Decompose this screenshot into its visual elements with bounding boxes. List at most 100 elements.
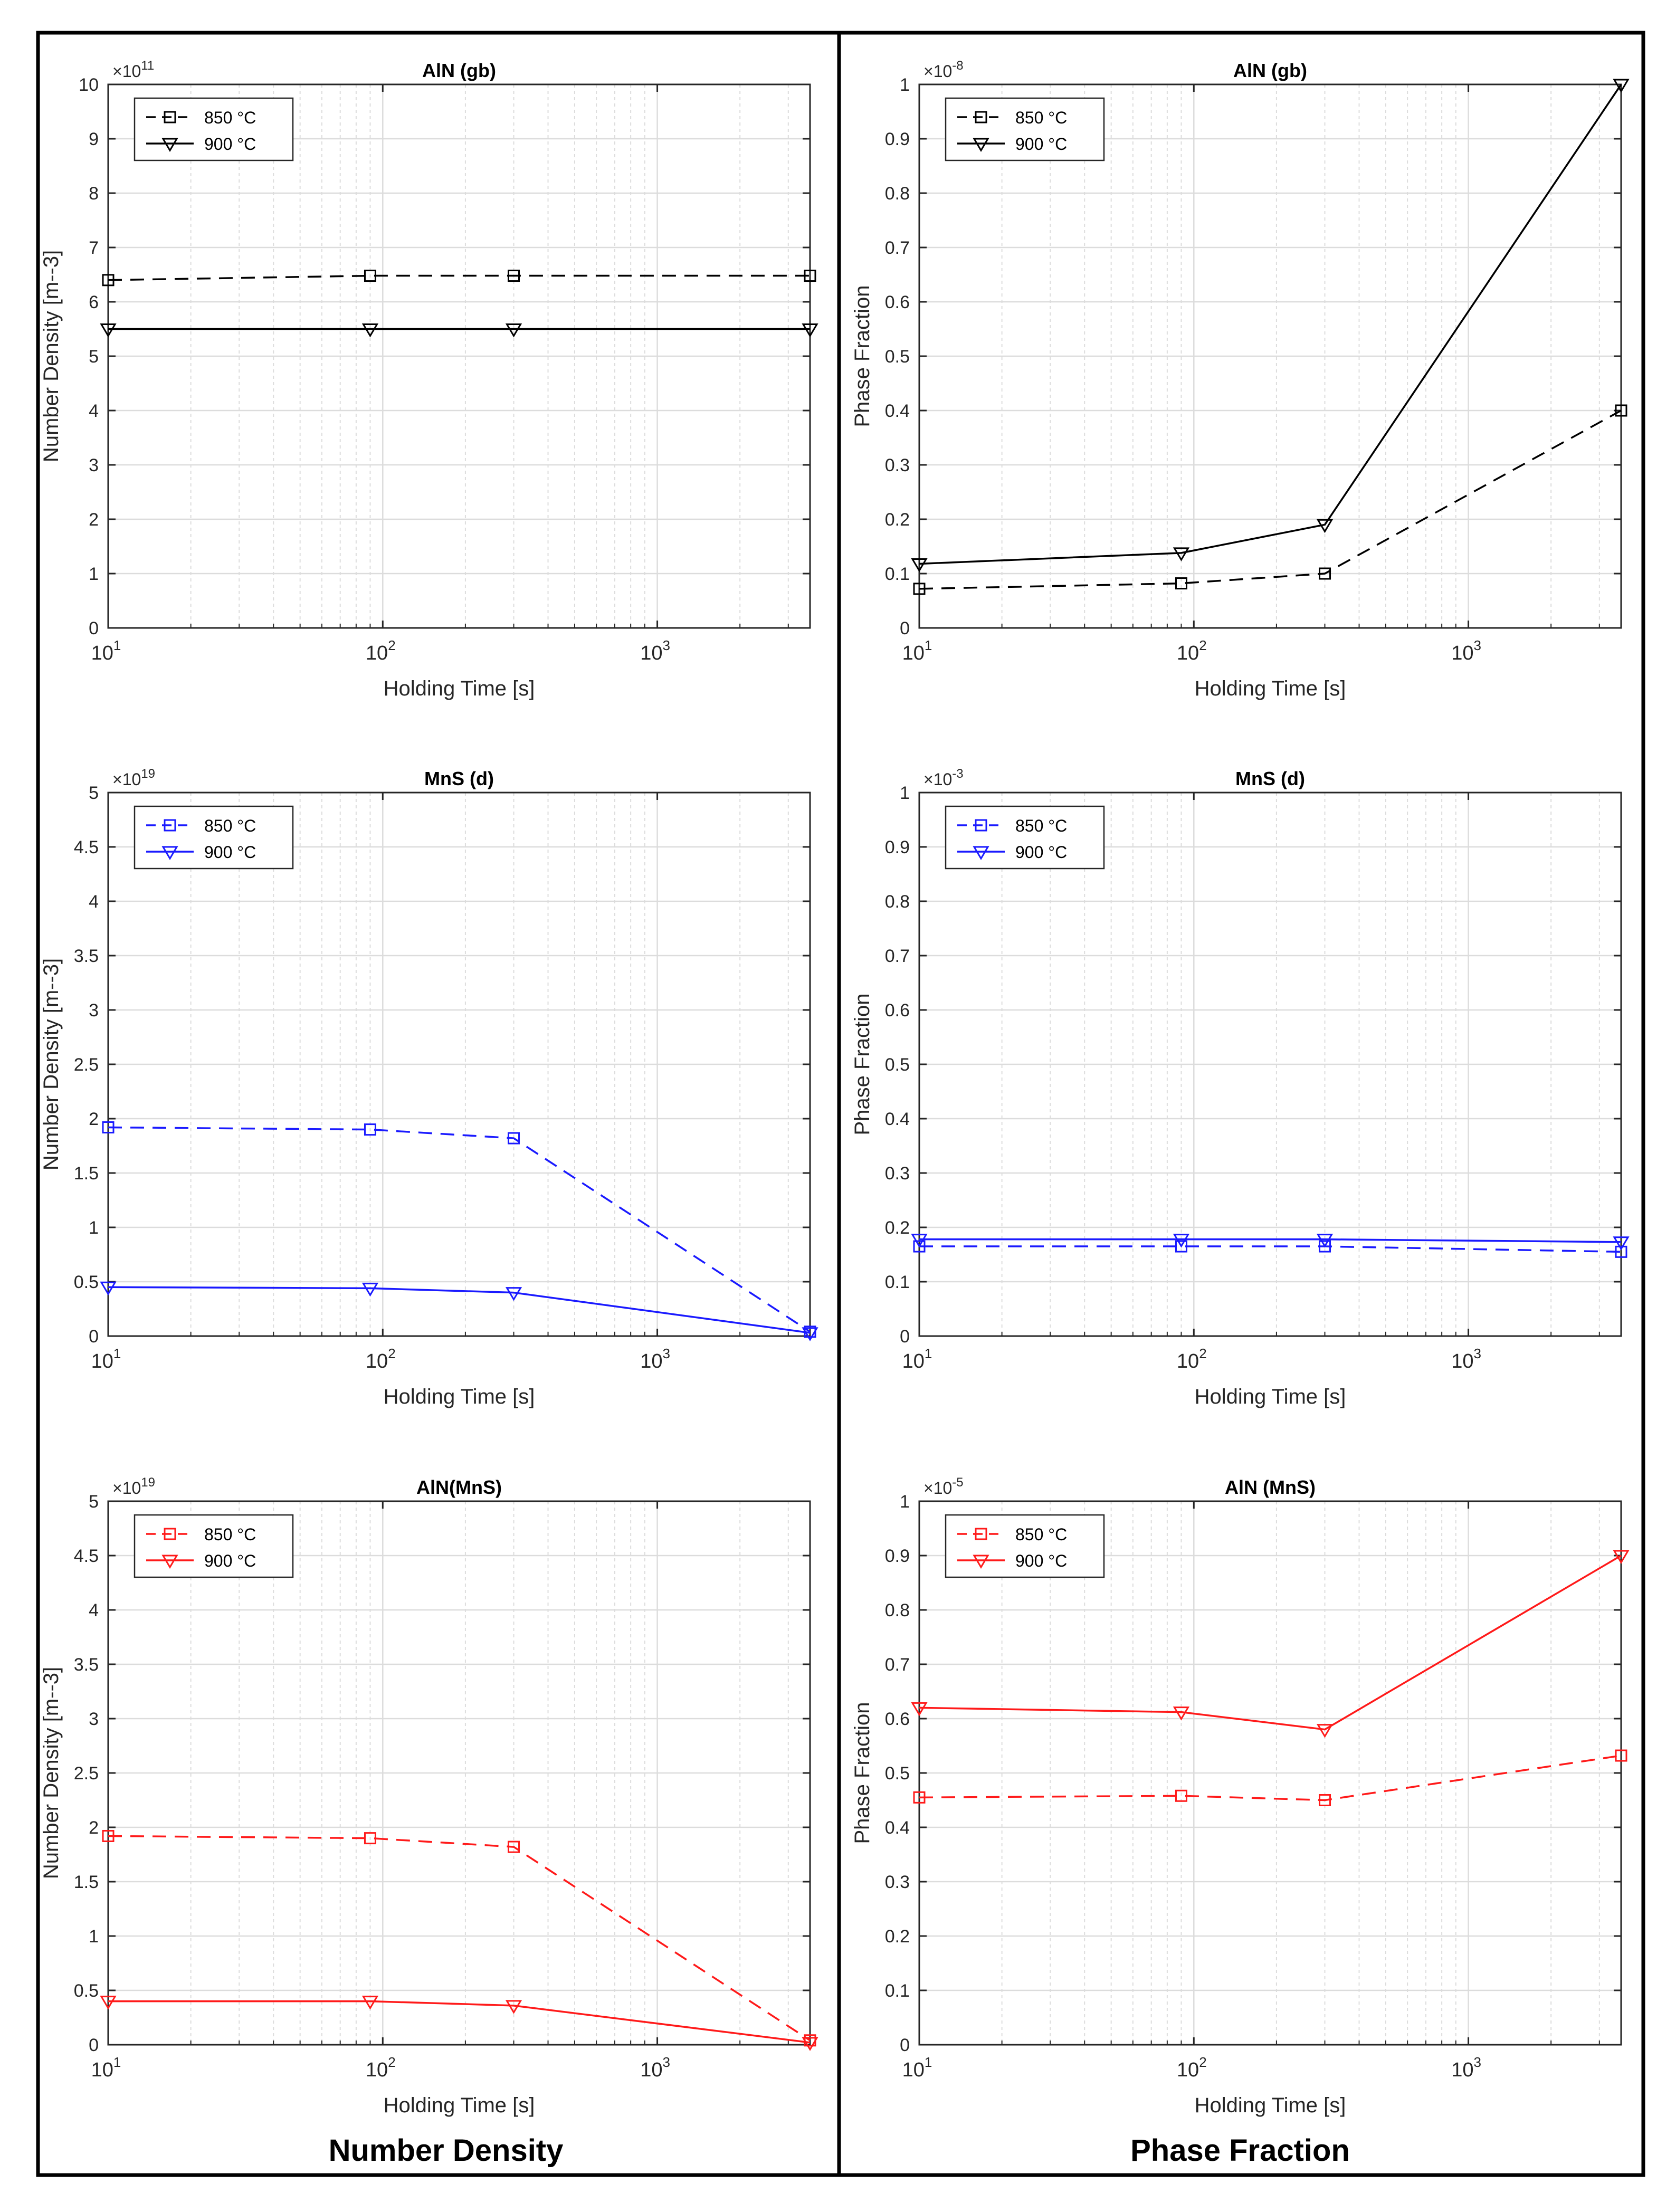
data-point [1175, 1240, 1187, 1253]
series-1 [100, 1996, 818, 2051]
y-tick-label: 0.7 [885, 1655, 910, 1675]
y-exponent-power: 19 [141, 767, 155, 781]
data-point [102, 1121, 115, 1133]
y-axis-label: Number Density [m--3] [40, 250, 63, 462]
x-tick-label: 103 [640, 2054, 670, 2081]
x-axis-label: Holding Time [s] [384, 677, 535, 700]
data-point [364, 1832, 376, 1845]
chart-title: MnS (d) [424, 768, 494, 789]
data-point [100, 1996, 117, 2010]
y-tick-label: 0.3 [885, 1164, 910, 1184]
y-tick-label: 1 [89, 1927, 99, 1947]
legend-box [945, 805, 1105, 870]
y-axis-label: Phase Fraction [851, 285, 874, 427]
x-tick-base: 10 [91, 642, 113, 664]
y-tick-label: 0.7 [885, 946, 910, 966]
data-point [102, 1829, 115, 1842]
y-tick-label: 0.1 [885, 1981, 910, 2001]
legend: 850 °C 900 °C [134, 1514, 294, 1578]
x-axis-label: Holding Time [s] [384, 2094, 535, 2117]
legend-box [134, 97, 294, 161]
y-tick-label: 0.1 [885, 1272, 910, 1292]
y-tick-label: 0.6 [885, 1000, 910, 1021]
legend: 850 °C 900 °C [134, 97, 294, 161]
data-point [1319, 567, 1331, 580]
y-tick-label: 0.4 [885, 1109, 910, 1129]
x-tick-label: 101 [902, 1346, 932, 1372]
x-tick-label: 102 [366, 1346, 396, 1372]
data-point [102, 274, 115, 287]
x-axis-label: Holding Time [s] [1195, 1385, 1346, 1408]
data-point [1319, 1240, 1331, 1253]
y-exponent-base: ×10 [112, 770, 141, 789]
series-0 [913, 1240, 1627, 1258]
y-tick-label: 2 [89, 1818, 99, 1838]
data-point [1615, 404, 1627, 417]
series-0 [102, 270, 816, 287]
x-tick-exponent: 2 [388, 637, 395, 653]
x-tick-base: 10 [91, 2059, 113, 2081]
y-exponent-label: ×1019 [112, 1475, 155, 1498]
x-tick-exponent: 3 [662, 637, 670, 653]
y-tick-label: 1.5 [74, 1164, 99, 1184]
y-tick-label: 0.9 [885, 837, 910, 857]
x-tick-label: 101 [91, 1346, 121, 1372]
data-point [1316, 519, 1334, 533]
legend-marker [164, 819, 176, 832]
data-point [508, 1132, 520, 1145]
y-tick-label: 0.8 [885, 1600, 910, 1620]
data-point [911, 1234, 928, 1248]
y-tick-label: 0.5 [74, 1981, 99, 2001]
x-tick-base: 10 [366, 1350, 388, 1372]
data-point [508, 1841, 520, 1853]
x-tick-exponent: 2 [1199, 1346, 1206, 1361]
y-tick-label: 1.5 [74, 1872, 99, 1892]
series-1 [911, 1550, 1630, 1738]
x-tick-label: 103 [1451, 2054, 1481, 2081]
y-tick-label: 6 [89, 292, 99, 312]
x-tick-base: 10 [640, 642, 662, 664]
y-tick-label: 0.8 [885, 892, 910, 912]
axes-box [918, 1500, 1622, 2046]
legend-label: 850 °C [1015, 108, 1067, 127]
y-tick-label: 0.6 [885, 1709, 910, 1729]
y-tick-label: 3.5 [74, 1655, 99, 1675]
x-tick-exponent: 3 [662, 2054, 670, 2070]
y-tick-label: 10 [79, 75, 99, 95]
x-tick-exponent: 3 [1473, 2054, 1481, 2070]
x-tick-base: 10 [366, 642, 388, 664]
y-tick-label: 5 [89, 783, 99, 803]
y-exponent-power: 11 [141, 59, 154, 73]
x-tick-base: 10 [1451, 642, 1473, 664]
x-tick-base: 10 [1451, 2059, 1473, 2081]
y-tick-label: 1 [89, 564, 99, 584]
data-point [364, 270, 376, 282]
y-tick-label: 0.9 [885, 129, 910, 149]
chart-title: AlN(MnS) [416, 1476, 502, 1498]
y-tick-label: 0.5 [885, 347, 910, 367]
legend-marker [975, 1528, 987, 1540]
data-point [1615, 1245, 1627, 1258]
series-1 [911, 79, 1630, 573]
x-tick-base: 10 [1177, 1350, 1199, 1372]
data-point [1613, 79, 1630, 93]
legend-marker [975, 111, 987, 123]
y-tick-label: 8 [89, 184, 99, 204]
data-point [361, 1996, 379, 2010]
x-tick-label: 101 [91, 2054, 121, 2081]
legend-label: 900 °C [204, 843, 256, 862]
x-tick-label: 102 [366, 637, 396, 664]
x-axis-label: Holding Time [s] [1195, 2094, 1346, 2117]
chart-title: AlN (gb) [422, 60, 496, 81]
legend-label: 900 °C [1015, 1551, 1067, 1570]
x-tick-base: 10 [1177, 2059, 1199, 2081]
legend-label: 900 °C [204, 1551, 256, 1570]
x-tick-exponent: 2 [1199, 2054, 1206, 2070]
chart-title: MnS (d) [1235, 768, 1305, 789]
y-exponent-base: ×10 [923, 1479, 952, 1498]
y-exponent-power: -5 [952, 1475, 963, 1490]
x-tick-exponent: 1 [113, 2054, 121, 2070]
x-tick-label: 101 [902, 2054, 932, 2081]
